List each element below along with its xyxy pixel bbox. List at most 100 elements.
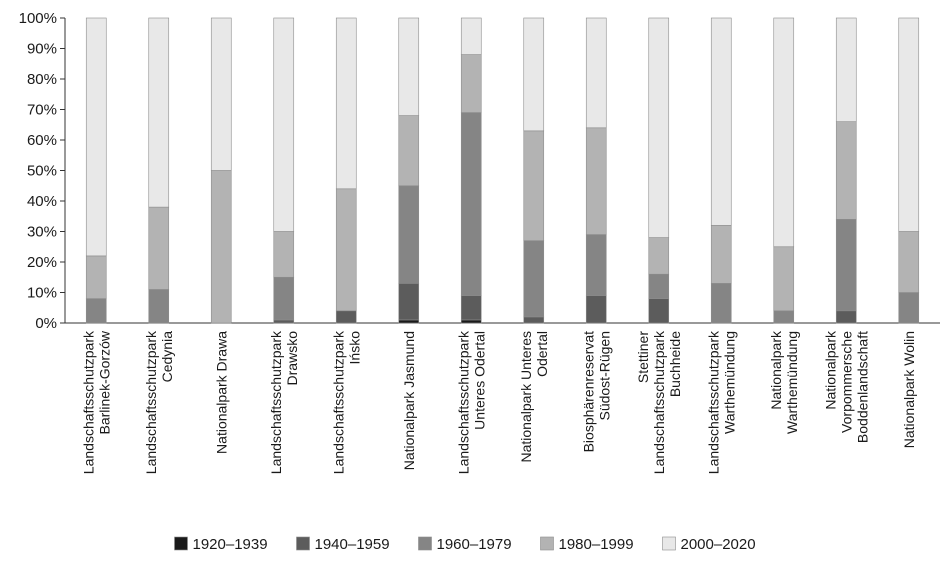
bar-segment — [398, 115, 420, 187]
bar-segment — [460, 319, 482, 324]
legend: 1920–1939 1940–1959 1960–1979 1980–1999 2000… — [174, 536, 756, 553]
bar-segment — [335, 17, 357, 190]
legend-label: 1980–1999 — [559, 536, 634, 553]
x-tick-label-line: Barlinek-Gorzów — [96, 330, 112, 434]
x-tick-label-line: Nationalpark — [822, 330, 838, 410]
y-tick-label: 100% — [19, 10, 57, 27]
bar-segment — [148, 206, 170, 290]
x-tick-label-line: Nationalpark Jasmund — [401, 331, 417, 470]
bar-segment — [648, 273, 670, 299]
legend-swatch — [418, 536, 432, 551]
bar-segment — [398, 319, 420, 324]
x-tick-label-line: Landschaftsschutzpark — [651, 330, 667, 474]
bar-segment — [585, 127, 607, 235]
y-tick-label: 80% — [27, 71, 57, 88]
legend-label: 1960–1979 — [437, 536, 512, 553]
x-tick-label-line: Landschaftsschutzpark — [455, 330, 471, 474]
x-tick-label: Landschaftsschutzpark Cedynia — [143, 330, 175, 474]
x-tick-label-line: Buchheide — [667, 331, 683, 397]
x-tick-label-line: Cedynia — [159, 331, 175, 383]
x-tick-label-line: Nationalpark Drawa — [213, 331, 229, 454]
legend-label: 1920–1939 — [193, 536, 268, 553]
bar-segment — [773, 17, 795, 248]
y-tick-label: 10% — [27, 285, 57, 302]
x-tick-label-line: Südost-Rügen — [596, 331, 612, 421]
bar-segment — [585, 234, 607, 296]
y-tick-label: 90% — [27, 41, 57, 58]
bar-segment — [335, 188, 357, 312]
bars — [85, 17, 920, 324]
x-tick-label: Landschaftsschutzpark Barlinek-Gorzów — [80, 330, 112, 474]
bar-segment — [898, 17, 920, 232]
x-tick-label-line: Nationalpark Wolin — [901, 331, 917, 448]
legend-swatch — [296, 536, 310, 551]
bar-segment — [273, 17, 295, 232]
bar-segment — [648, 17, 670, 238]
x-tick-label-line: Odertal — [534, 331, 550, 377]
bar-segment — [648, 237, 670, 275]
bar-segment — [585, 295, 607, 324]
x-tick-label: Landschaftsschutzpark Unteres Odertal — [455, 330, 487, 474]
y-tick-label: 40% — [27, 193, 57, 210]
bar-segment — [898, 231, 920, 293]
x-tick-label-line: Landschaftsschutzpark — [143, 330, 159, 474]
x-tick-label: Nationalpark Jasmund — [401, 331, 417, 470]
x-tick-label: Stettiner Landschaftsschutzpark Buchheide — [635, 330, 683, 474]
x-tick-label-line: Nationalpark Unteres — [518, 331, 534, 463]
x-tick-label: Nationalpark Drawa — [213, 331, 229, 454]
bar-segment — [898, 292, 920, 324]
x-tick-label-line: Unteres Odertal — [471, 331, 487, 430]
x-tick-label: Nationalpark Vorpommersche Boddenlandschaf… — [822, 330, 870, 443]
x-tick-label-line: Biosphärenreservat — [580, 331, 596, 453]
bar-segment — [710, 283, 732, 324]
bar-segment — [460, 17, 482, 55]
x-tick-label: Nationalpark Warthemündung — [768, 330, 800, 434]
bar-segment — [835, 219, 857, 312]
bar-segment — [148, 289, 170, 324]
x-tick-label: Landschaftsschutzpark Ińsko — [330, 330, 362, 474]
legend-swatch — [174, 536, 188, 551]
bar-segment — [273, 231, 295, 278]
y-tick-label: 0% — [35, 315, 57, 332]
legend-swatch — [662, 536, 676, 551]
x-tick-label-line: Landschaftsschutzpark — [268, 330, 284, 474]
bar-segment — [460, 295, 482, 321]
x-tick-label-line: Drawsko — [284, 331, 300, 386]
bar-segment — [398, 17, 420, 116]
bar-segment — [273, 276, 295, 321]
y-tick-label: 20% — [27, 254, 57, 271]
x-tick-label-line: Stettiner — [635, 331, 651, 383]
x-tick-label-line: Warthemündung — [721, 331, 737, 434]
y-tick-label: 30% — [27, 224, 57, 241]
bar-segment — [585, 17, 607, 129]
bar-segment — [85, 255, 107, 299]
bar-segment — [523, 240, 545, 318]
bar-segment — [523, 130, 545, 241]
x-tick-label-line: Warthemündung — [784, 331, 800, 434]
bar-segment — [210, 170, 232, 324]
y-tick-label: 60% — [27, 132, 57, 149]
bar-segment — [398, 185, 420, 284]
bar-segment — [85, 17, 107, 257]
x-tick-label-line: Ińsko — [346, 331, 362, 365]
bar-segment — [398, 283, 420, 321]
x-tick-label: Nationalpark Wolin — [901, 331, 917, 448]
x-tick-label-line: Boddenlandschaft — [854, 331, 870, 443]
x-tick-label-line: Landschaftsschutzpark — [330, 330, 346, 474]
y-tick-label: 50% — [27, 163, 57, 180]
bar-segment — [523, 316, 545, 324]
x-tick-label: Biosphärenreservat Südost-Rügen — [580, 331, 612, 453]
x-tick-label: Landschaftsschutzpark Drawsko — [268, 330, 300, 474]
x-tick-label-line: Nationalpark — [768, 330, 784, 410]
bar-segment — [460, 54, 482, 113]
bar-segment — [835, 17, 857, 122]
bar-segment — [335, 310, 357, 324]
x-tick-label-line: Landschaftsschutzpark — [705, 330, 721, 474]
x-tick-label-line: Vorpommersche — [838, 331, 854, 433]
bar-segment — [210, 17, 232, 171]
x-tick-label-line: Landschaftsschutzpark — [80, 330, 96, 474]
legend-label: 1940–1959 — [315, 536, 390, 553]
bar-segment — [85, 298, 107, 324]
bar-segment — [273, 319, 295, 324]
